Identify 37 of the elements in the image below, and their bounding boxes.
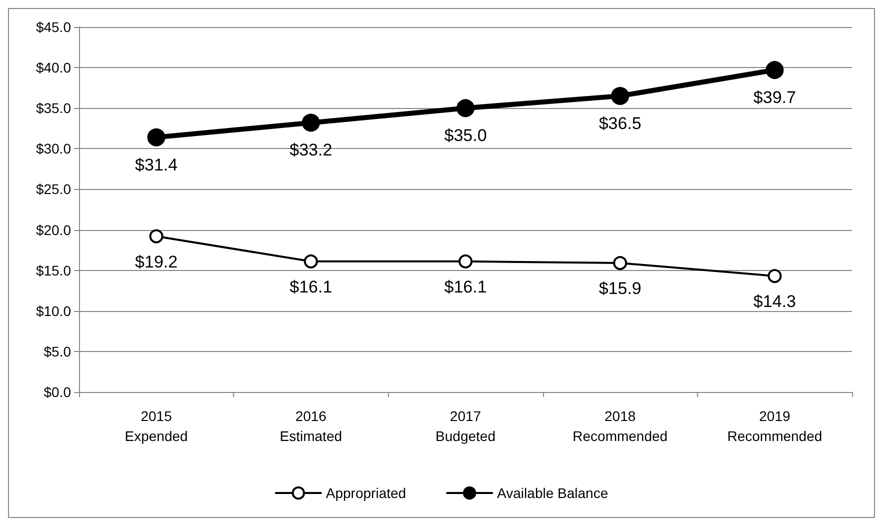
- y-tick-label: $25.0: [36, 181, 72, 198]
- x-tick-label: 2016 Estimated: [280, 408, 342, 444]
- point: [768, 269, 782, 284]
- y-tick-label: $0.0: [44, 384, 72, 400]
- legend-label: Available Balance: [497, 485, 608, 501]
- data-label: $14.3: [753, 292, 796, 312]
- point: [458, 254, 472, 268]
- y-tick-label: $15.0: [36, 262, 72, 278]
- x-tick-label: 2015 Expended: [124, 408, 188, 444]
- point: [611, 86, 630, 105]
- point: [302, 114, 320, 132]
- point: [613, 256, 628, 270]
- point: [147, 128, 166, 146]
- point: [766, 60, 784, 79]
- data-label: $16.1: [290, 277, 332, 296]
- x-tick-label: 2017 Budgeted: [436, 408, 496, 444]
- data-label: $35.0: [444, 126, 487, 146]
- y-tick-label: $40.0: [36, 60, 72, 76]
- x-tick-label: 2019 Recommended: [727, 408, 822, 444]
- y-tick-label: $20.0: [36, 222, 72, 238]
- y-tick-label: $35.0: [36, 100, 72, 116]
- x-tick-label: 2018 Recommended: [572, 408, 668, 444]
- y-tick-label: $45.0: [36, 19, 72, 35]
- data-label: $36.5: [598, 114, 642, 133]
- point: [456, 99, 474, 118]
- data-label: $15.9: [598, 279, 642, 298]
- data-label: $19.2: [135, 252, 178, 272]
- legend-label: Appropriated: [326, 485, 406, 501]
- y-tick-label: $5.0: [44, 343, 72, 360]
- y-tick-label: $10.0: [36, 302, 72, 319]
- y-tick-label: $30.0: [36, 140, 72, 157]
- data-label: $31.4: [135, 155, 178, 174]
- data-label: $33.2: [290, 140, 332, 160]
- point: [149, 229, 164, 244]
- point: [304, 254, 318, 268]
- data-label: $39.7: [753, 88, 796, 107]
- data-label: $16.1: [444, 277, 487, 296]
